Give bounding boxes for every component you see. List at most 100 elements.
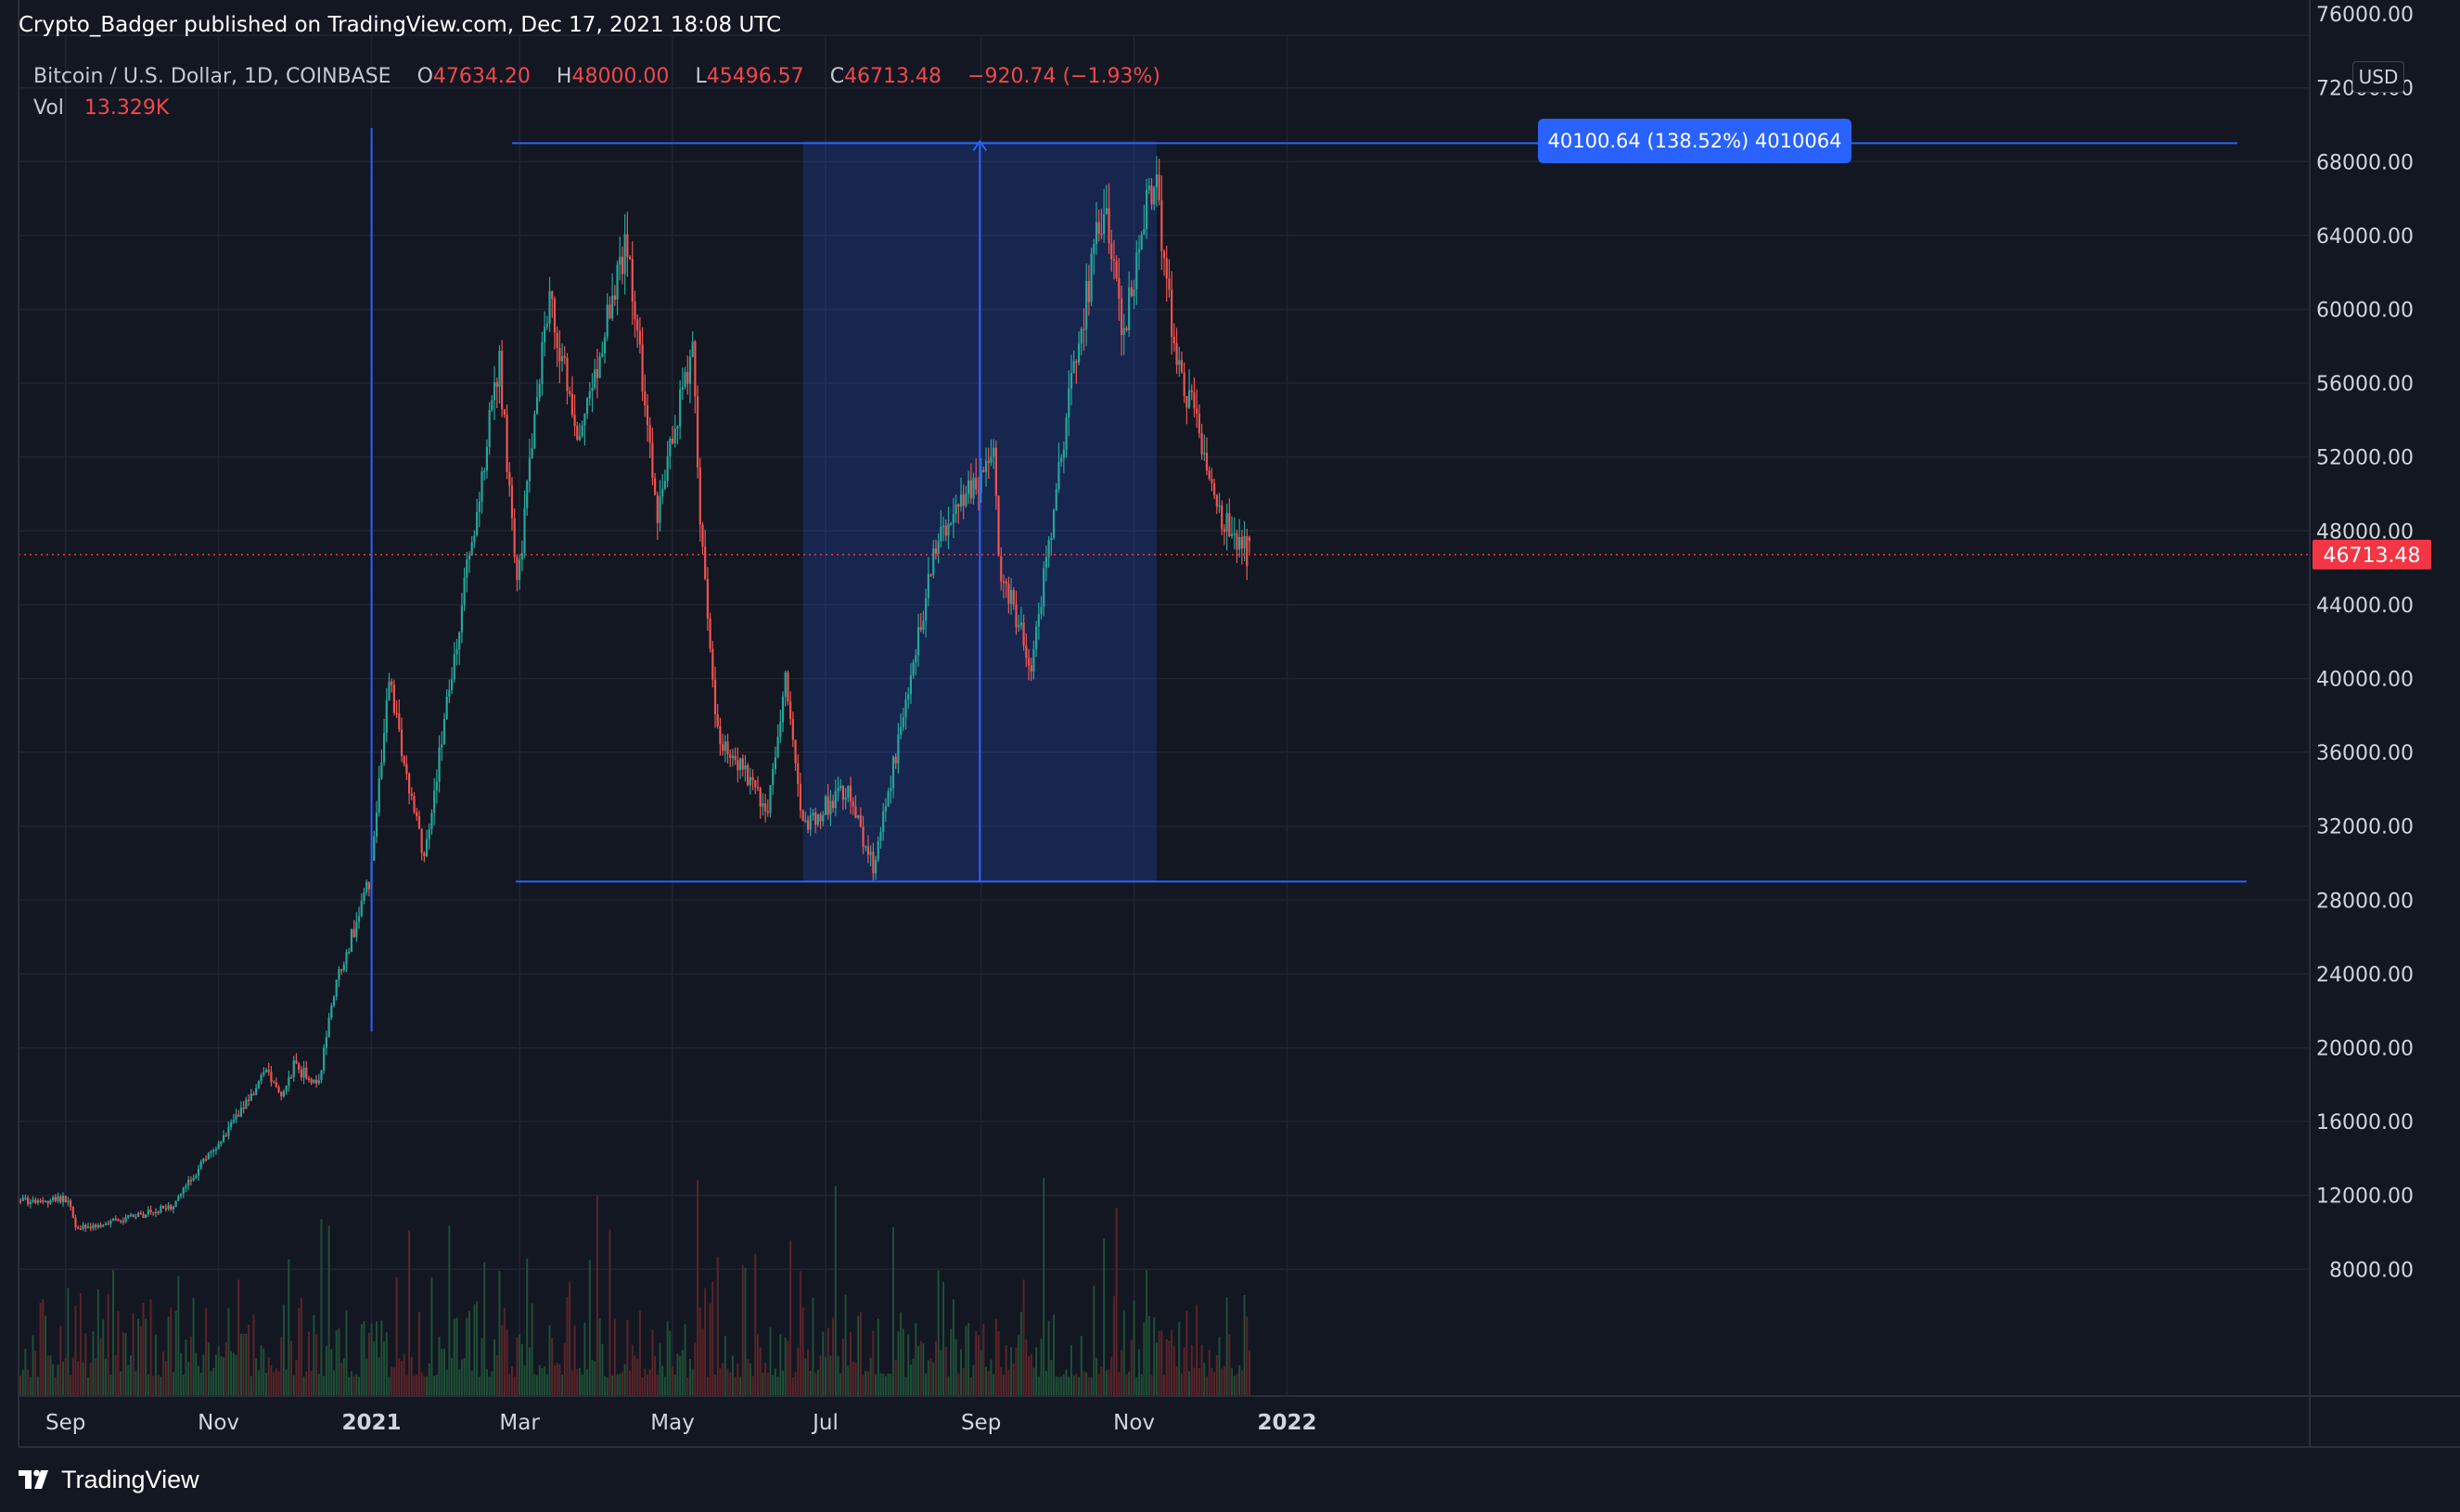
candle-body xyxy=(791,719,794,740)
volume-bar xyxy=(862,1375,865,1396)
volume-bar xyxy=(697,1180,699,1396)
volume-bar xyxy=(395,1277,398,1396)
volume-bar xyxy=(367,1332,370,1396)
candle-body xyxy=(947,523,950,536)
volume-bar xyxy=(442,1349,445,1396)
candle-body xyxy=(1240,537,1243,549)
volume-bar xyxy=(829,1355,832,1396)
volume-bar xyxy=(679,1355,682,1396)
volume-bar xyxy=(644,1368,647,1396)
volume-bar xyxy=(491,1371,493,1396)
volume-bar xyxy=(92,1331,95,1396)
candle-body xyxy=(684,372,686,388)
candle-body xyxy=(493,382,496,401)
volume-bar xyxy=(458,1369,461,1396)
candle-body xyxy=(1135,252,1138,290)
candle-body xyxy=(967,480,970,494)
candle-body xyxy=(857,815,860,818)
volume-bar xyxy=(162,1352,165,1396)
candle-body xyxy=(1230,533,1234,537)
candle-body xyxy=(1238,537,1241,550)
volume-bar xyxy=(264,1372,267,1396)
volume-bar xyxy=(676,1353,679,1396)
candle-body xyxy=(1140,234,1143,250)
volume-bar xyxy=(776,1377,779,1396)
candle-body xyxy=(1120,298,1123,336)
candle-body xyxy=(445,696,448,719)
candle-body xyxy=(473,534,476,543)
candle-body xyxy=(1032,648,1035,672)
tradingview-brand: TradingView xyxy=(61,1465,199,1493)
volume-bar xyxy=(120,1371,122,1396)
candle-body xyxy=(160,1205,162,1213)
volume-bar xyxy=(495,1354,498,1396)
candle-body xyxy=(671,438,674,443)
candle-body xyxy=(360,901,363,916)
candle-body xyxy=(874,859,878,874)
candle-body xyxy=(1193,391,1196,409)
volume-bar xyxy=(405,1375,408,1396)
volume-bar xyxy=(348,1377,351,1396)
candle-body xyxy=(726,741,729,755)
volume-bar xyxy=(990,1359,993,1396)
candle-body xyxy=(1080,328,1083,344)
candle-body xyxy=(759,788,762,807)
volume-bar xyxy=(648,1369,651,1396)
candle-body xyxy=(413,796,416,813)
candle-body xyxy=(441,744,443,748)
volume-bar xyxy=(408,1230,411,1396)
volume-bar xyxy=(551,1338,554,1396)
volume-bar xyxy=(672,1366,674,1396)
volume-bar xyxy=(89,1363,92,1396)
candle-body xyxy=(829,801,832,815)
volume-bar xyxy=(944,1346,947,1396)
candle-body xyxy=(1093,243,1095,254)
volume-bar xyxy=(616,1374,619,1396)
candle-body xyxy=(27,1198,30,1205)
candle-body xyxy=(1065,417,1068,450)
candle-body xyxy=(545,323,548,327)
volume-bar xyxy=(445,1369,448,1396)
candle-body xyxy=(812,813,814,816)
price-range-label[interactable]: 40100.64 (138.52%) 4010064 xyxy=(1538,119,1851,163)
volume-bar xyxy=(596,1196,598,1396)
candle-body xyxy=(177,1196,180,1201)
candle-body xyxy=(1147,186,1150,190)
candle-body xyxy=(518,559,521,581)
volume-bar xyxy=(52,1364,55,1396)
volume-bar xyxy=(95,1358,97,1396)
candle-body xyxy=(282,1091,286,1096)
volume-bar xyxy=(1068,1376,1070,1396)
volume-bar xyxy=(74,1305,77,1396)
volume-bar xyxy=(365,1358,368,1396)
candle-body xyxy=(1000,556,1003,582)
symbol-title[interactable]: Bitcoin / U.S. Dollar, 1D, COINBASE xyxy=(33,65,391,88)
volume-bar xyxy=(1018,1335,1020,1396)
currency-button[interactable]: USD xyxy=(2352,61,2404,93)
volume-bar xyxy=(1118,1372,1121,1396)
volume-bar xyxy=(1147,1315,1150,1396)
candle-body xyxy=(722,744,724,751)
candle-body xyxy=(711,648,714,680)
candle-body xyxy=(1103,213,1106,235)
volume-bar xyxy=(1133,1300,1135,1396)
volume-bar xyxy=(626,1319,629,1396)
volume-bar xyxy=(1203,1362,1206,1396)
candle-body xyxy=(937,541,940,555)
candle-body xyxy=(1035,626,1038,649)
candle-body xyxy=(391,681,393,686)
candle-body xyxy=(135,1216,137,1219)
candle-body xyxy=(774,757,777,770)
candle-body xyxy=(548,290,551,324)
candle-body xyxy=(145,1214,147,1218)
y-tick-label: 60000.00 xyxy=(2316,299,2414,322)
y-tick-label: 12000.00 xyxy=(2316,1185,2414,1209)
candle-body xyxy=(433,790,436,814)
volume-label[interactable]: Vol xyxy=(33,96,64,120)
volume-bar xyxy=(290,1340,293,1396)
candle-body xyxy=(245,1099,248,1109)
tradingview-logo[interactable]: TradingView xyxy=(19,1464,199,1495)
volume-bar xyxy=(338,1328,340,1396)
candle-body xyxy=(508,471,511,486)
